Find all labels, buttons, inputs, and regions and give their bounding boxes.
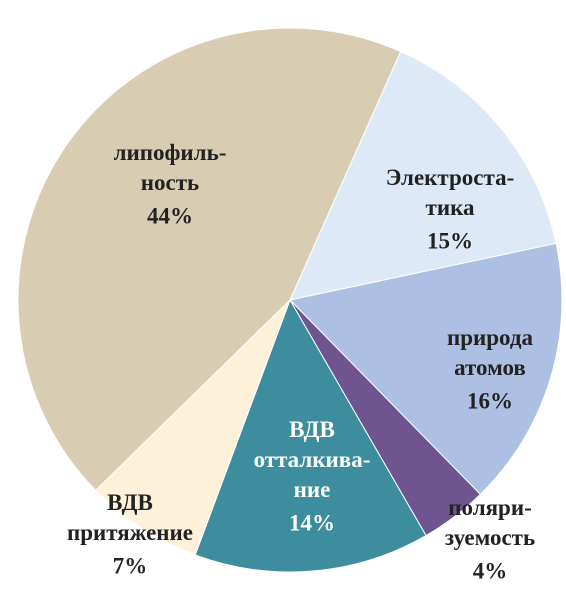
slice-label: природа атомов xyxy=(447,325,534,380)
label-line: отталкива- xyxy=(254,447,371,472)
pie-slice xyxy=(17,27,402,492)
label-line: липофиль- xyxy=(114,140,227,165)
value-label: 4% xyxy=(473,558,508,583)
label-line: ность xyxy=(141,170,199,195)
slice-label: ВДВ притяжение xyxy=(67,490,193,545)
value-label: 14% xyxy=(289,510,335,535)
label-line: атомов xyxy=(454,355,526,380)
label-line: природа xyxy=(447,325,534,350)
slice-label: липофиль-ность xyxy=(114,140,227,195)
label-line: поляри- xyxy=(448,495,532,520)
value-label: 15% xyxy=(427,228,473,253)
value-label: 44% xyxy=(147,203,193,228)
slice-label: ВДВ отталкива-ние xyxy=(254,417,371,502)
label-line: притяжение xyxy=(67,520,193,545)
label-line: тика xyxy=(426,195,475,220)
label-line: ВДВ xyxy=(289,417,335,442)
pie-slice xyxy=(194,298,427,573)
value-label: 16% xyxy=(467,388,513,413)
slice-label: Электроста-тика xyxy=(386,165,514,220)
slice-label: поляри-зуемость xyxy=(445,495,535,550)
value-label: 7% xyxy=(113,553,148,578)
label-line: зуемость xyxy=(445,525,535,550)
label-line: Электроста- xyxy=(386,165,514,190)
label-line: ВДВ xyxy=(107,490,153,515)
pie-slice xyxy=(289,50,557,301)
pie-slice xyxy=(94,299,291,556)
label-line: ние xyxy=(294,477,331,502)
pie-slice xyxy=(289,242,563,496)
